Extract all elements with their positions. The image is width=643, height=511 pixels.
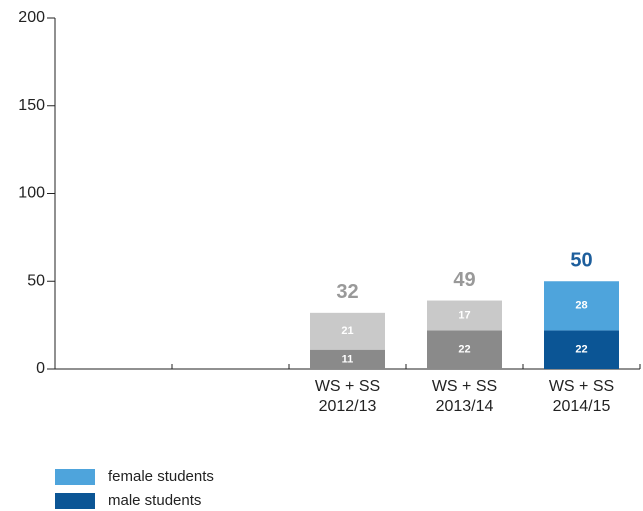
- legend-label: female students: [108, 468, 214, 485]
- bar-value-label: 22: [575, 344, 587, 356]
- bar-segment: [544, 281, 619, 331]
- total-label: 49: [453, 269, 475, 291]
- y-tick-label: 150: [18, 97, 45, 114]
- bar-value-label: 21: [341, 325, 353, 337]
- total-label: 50: [570, 250, 592, 272]
- bar-value-label: 22: [458, 344, 470, 356]
- bar-value-label: 17: [458, 309, 470, 321]
- x-tick-label: WS + SS 2014/15: [548, 378, 615, 415]
- bar-value-label: 11: [342, 353, 354, 365]
- bar-segment: [427, 330, 502, 369]
- bar-segment: [544, 330, 619, 369]
- y-tick-label: 100: [18, 185, 45, 202]
- bar-value-label: 28: [575, 300, 587, 312]
- y-tick-label: 0: [36, 360, 45, 377]
- y-tick-label: 50: [27, 272, 45, 289]
- legend-label: male students: [108, 492, 201, 509]
- legend-swatch: [55, 493, 95, 509]
- bar-segment: [310, 312, 385, 350]
- x-tick-label: WS + SS 2013/14: [431, 378, 498, 415]
- total-label: 32: [336, 281, 358, 303]
- bar-segment: [427, 300, 502, 331]
- x-tick-label: WS + SS 2012/13: [314, 378, 381, 415]
- bar-segment: [310, 349, 385, 369]
- legend-swatch: [55, 469, 95, 485]
- y-tick-label: 200: [18, 9, 45, 26]
